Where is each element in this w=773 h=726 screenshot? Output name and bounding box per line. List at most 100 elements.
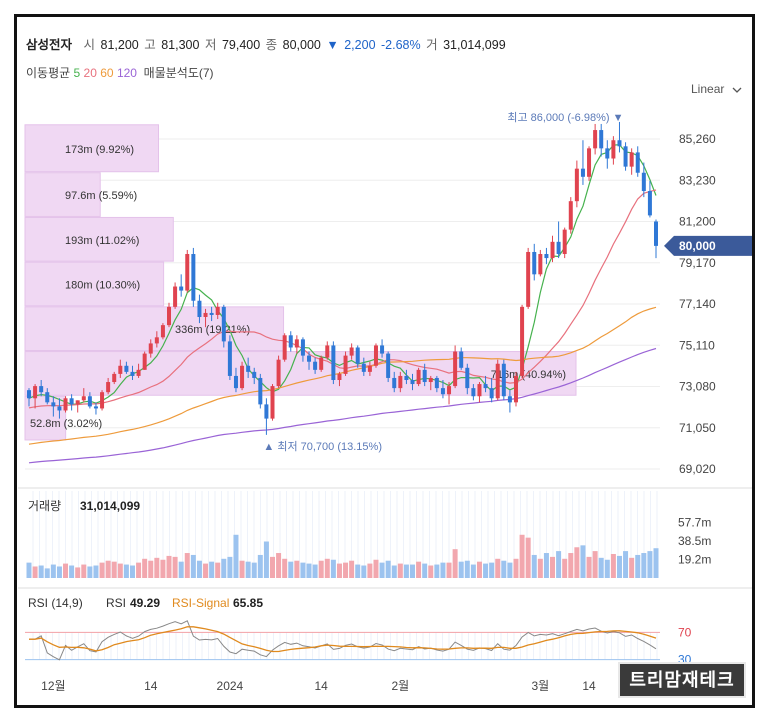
volume-bar: [38, 565, 44, 578]
candle-body: [258, 377, 263, 405]
stock-name[interactable]: 삼성전자: [26, 38, 73, 52]
ma-20-line: [28, 189, 657, 409]
candle-body: [252, 371, 257, 378]
candle-body: [325, 345, 330, 358]
change-value: 2,200: [344, 38, 376, 52]
volume-bar: [81, 564, 87, 578]
candle-body: [629, 152, 634, 167]
candle-body: [87, 396, 92, 407]
volume-bar: [56, 566, 62, 578]
candle-body: [167, 306, 172, 326]
candle-body: [203, 312, 208, 318]
open-value: 81,200: [100, 38, 139, 52]
volume-bar: [568, 553, 574, 578]
ma-5-label: 5: [73, 66, 81, 80]
candlesticks: [27, 121, 658, 435]
high-label: 고: [144, 38, 156, 52]
rsi-signal-value: 65.85: [233, 596, 263, 610]
volume-bar: [495, 558, 501, 578]
candle-body: [160, 325, 165, 338]
candle-body: [93, 406, 98, 409]
volume-profile-label[interactable]: 매물분석도(7): [143, 66, 214, 80]
price-tick-label: 71,050: [679, 421, 716, 435]
volume-bar: [26, 562, 32, 578]
volume-tick-label: 38.5m: [678, 534, 711, 548]
volume-bar: [470, 564, 476, 578]
candle-body: [495, 363, 500, 399]
volume-bar: [440, 562, 446, 578]
volume-bar: [227, 556, 233, 578]
candle-body: [641, 172, 646, 192]
high-annotation: 최고 86,000 (-6.98%) ▼: [507, 111, 623, 124]
candle-body: [112, 373, 117, 383]
candle-body: [392, 377, 397, 389]
volume-bar: [196, 560, 202, 578]
volume-bar: [245, 561, 251, 578]
volume-bar: [178, 561, 184, 578]
candle-body: [434, 377, 439, 389]
volume-bar: [190, 554, 196, 578]
volume-bar: [336, 563, 342, 578]
volume-bar: [203, 563, 209, 578]
volume-bar: [623, 551, 629, 578]
candle-body: [130, 371, 135, 376]
volume-bar: [361, 565, 367, 578]
volume-bar: [428, 565, 434, 578]
change-down-icon: ▼: [326, 38, 339, 52]
candle-body: [599, 130, 604, 149]
candle-body: [647, 191, 652, 216]
candle-body: [562, 229, 567, 255]
volume-bar: [483, 563, 489, 578]
volume-bar: [263, 541, 269, 578]
candle-body: [611, 140, 616, 159]
candle-body: [57, 406, 62, 411]
volume-bar: [50, 564, 56, 578]
candle-body: [142, 353, 147, 370]
volume-bar: [416, 561, 422, 578]
candle-body: [136, 369, 141, 376]
candle-body: [313, 361, 318, 370]
volume-bar: [324, 558, 330, 578]
candle-body: [81, 396, 86, 401]
volume-bar: [653, 548, 659, 578]
volume-bar: [105, 560, 111, 578]
time-tick-label: 12월: [41, 679, 65, 693]
candle-body: [33, 386, 38, 399]
candle-body: [307, 355, 312, 362]
low-label: 저: [204, 38, 217, 52]
candle-body: [331, 345, 336, 380]
volume-panel-value: 31,014,099: [80, 499, 140, 513]
candle-body: [410, 379, 415, 385]
candle-body: [185, 254, 190, 291]
volume-bar: [93, 565, 99, 578]
volume-bar: [403, 564, 409, 578]
time-tick-label: 14: [315, 679, 329, 693]
moving-average-label[interactable]: 이동평균: [26, 66, 71, 80]
volume-bar: [446, 562, 452, 578]
time-axis: 12월142024142월3월144월15: [41, 679, 669, 693]
volume-bar: [476, 561, 482, 578]
volume-bar: [136, 562, 142, 578]
indicator-legend: 이동평균 5 20 60 120 매물분석도(7): [26, 64, 214, 81]
stock-quote-header: 삼성전자 시 81,200 고 81,300 저 79,400 종 80,000…: [26, 34, 508, 53]
candle-body: [422, 369, 427, 383]
candle-body: [337, 373, 342, 380]
volume-bar: [525, 537, 531, 578]
scale-select[interactable]: Linear: [691, 82, 742, 96]
candle-body: [51, 402, 56, 407]
volume-bar: [184, 553, 190, 578]
volume-bar: [63, 563, 69, 578]
volume-bar: [379, 562, 385, 578]
candle-body: [319, 357, 324, 370]
candle-body: [63, 398, 68, 411]
candle-body: [513, 375, 518, 403]
scale-select-label: Linear: [691, 82, 725, 96]
rsi-signal-label: RSI-Signal: [172, 596, 229, 610]
rsi-level-70-label: 70: [678, 625, 692, 639]
candle-body: [282, 335, 287, 360]
price-tick-label: 73,080: [679, 380, 716, 394]
volume-bar: [209, 561, 215, 578]
open-label: 시: [83, 38, 96, 52]
candle-body: [240, 365, 245, 389]
